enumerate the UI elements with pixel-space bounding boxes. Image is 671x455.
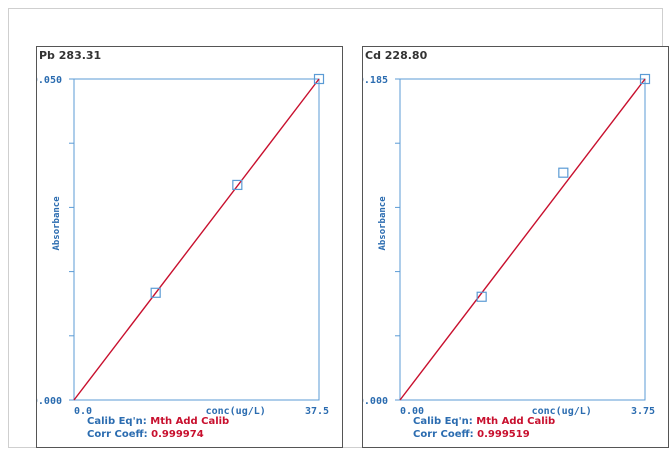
y-tick-label-min: 0.000 [37, 396, 62, 407]
corr-coeff-value: 0.999519 [477, 429, 530, 440]
chart-title: Pb 283.31 [39, 49, 102, 62]
data-point [476, 291, 487, 302]
x-axis-label: conc(ug/L) [532, 406, 592, 417]
calib-equation-row: Calib Eq'n: Mth Add Calib [413, 416, 555, 427]
figure: Pb 283.31 0.050 0.000 Absorbance 0.0 37.5 con… [8, 8, 669, 448]
y-tick-label-max: 0.050 [37, 75, 62, 86]
x-tick-label-max: 3.75 [631, 406, 655, 417]
data-point [150, 287, 161, 298]
corr-coeff-label: Corr Coeff: [413, 429, 474, 440]
y-axis-label: Absorbance [378, 196, 388, 251]
y-axis-label: Absorbance [52, 196, 62, 251]
plot-frame [73, 78, 320, 401]
x-tick-label-min: 0.00 [400, 406, 424, 417]
calibration-fit-line [73, 78, 320, 401]
calibration-chart-cd: Cd 228.80 0.185 0.000 Absorbance 0.00 3.75 co… [362, 46, 669, 448]
x-axis-label: conc(ug/L) [206, 406, 266, 417]
calib-equation-value: Mth Add Calib [476, 416, 556, 427]
calib-equation-value: Mth Add Calib [150, 416, 230, 427]
corr-coeff-row: Corr Coeff: 0.999974 [87, 429, 204, 440]
chart-plot: 0.185 0.000 Absorbance 0.00 3.75 conc(ug/L) [363, 73, 655, 417]
calibration-chart-pb: Pb 283.31 0.050 0.000 Absorbance 0.0 37.5 con… [36, 46, 343, 448]
y-tick-label-max: 0.185 [363, 75, 388, 86]
data-point [232, 179, 243, 191]
calibration-fit-line [399, 78, 646, 401]
x-tick-label-max: 37.5 [305, 406, 329, 417]
calib-equation-label: Calib Eq'n: [413, 416, 473, 427]
chart-plot: 0.050 0.000 Absorbance 0.0 37.5 conc(ug/L) [37, 73, 329, 417]
chart-title: Cd 228.80 [365, 49, 428, 62]
calib-equation-row: Calib Eq'n: Mth Add Calib [87, 416, 229, 427]
y-tick-label-min: 0.000 [363, 396, 388, 407]
calib-equation-label: Calib Eq'n: [87, 416, 147, 427]
corr-coeff-row: Corr Coeff: 0.999519 [413, 429, 530, 440]
data-point [313, 73, 325, 85]
corr-coeff-label: Corr Coeff: [87, 429, 148, 440]
corr-coeff-value: 0.999974 [151, 429, 204, 440]
data-point [558, 167, 569, 178]
plot-frame [399, 78, 646, 401]
data-point [639, 73, 651, 85]
x-tick-label-min: 0.0 [74, 406, 92, 417]
